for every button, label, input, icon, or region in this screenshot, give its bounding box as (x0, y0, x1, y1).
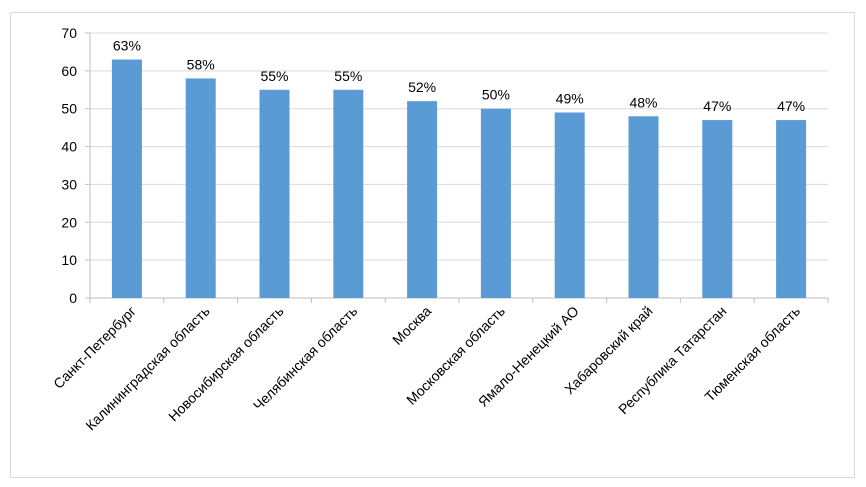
data-label: 48% (629, 94, 657, 110)
bar (333, 89, 364, 299)
data-labels: 63% 58% 55% 55% 52% 50% 49% 48% 47% 47% (113, 38, 805, 115)
y-tick-label: 10 (61, 252, 77, 268)
bar (776, 120, 807, 298)
bar (111, 59, 142, 298)
data-label: 49% (556, 91, 584, 107)
data-label: 50% (482, 87, 510, 103)
bar (702, 120, 733, 298)
bar (628, 116, 659, 299)
data-label: 47% (777, 98, 805, 114)
bar (259, 89, 290, 299)
x-tick-label: Калининградская область (82, 303, 213, 434)
y-tick-label: 30 (61, 176, 77, 192)
bar (480, 108, 511, 298)
y-tick-label: 60 (61, 63, 77, 79)
bar (407, 101, 438, 299)
bar (185, 78, 216, 298)
y-tick-label: 70 (61, 25, 77, 41)
data-label: 47% (703, 98, 731, 114)
bar (554, 112, 585, 298)
y-tick-label: 20 (61, 214, 77, 230)
bars (111, 59, 807, 299)
data-label: 63% (113, 38, 141, 54)
y-tick-label: 50 (61, 101, 77, 117)
data-label: 52% (408, 79, 436, 95)
y-tick-label: 40 (61, 139, 77, 155)
data-label: 55% (260, 68, 288, 84)
x-tick-label: Москва (389, 303, 434, 348)
data-label: 58% (187, 56, 215, 72)
y-tick-label: 0 (69, 290, 77, 306)
data-label: 55% (334, 68, 362, 84)
